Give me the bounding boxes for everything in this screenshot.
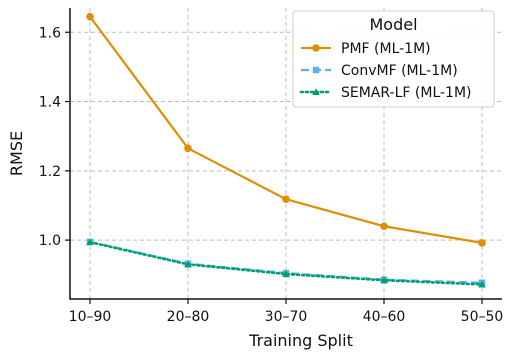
legend-title: Model	[369, 15, 417, 34]
y-tick-label: 1.0	[39, 233, 61, 249]
data-point	[478, 239, 486, 247]
legend: Model PMF (ML-1M) ConvMF (ML-1M) SEMAR-LF …	[292, 10, 495, 108]
x-tick-label: 10–90	[69, 309, 112, 325]
y-tick-label: 1.6	[39, 25, 61, 41]
y-tick-label: 1.4	[39, 95, 61, 111]
x-tick-label: 30–70	[265, 309, 308, 325]
legend-entries: PMF (ML-1M) ConvMF (ML-1M) SEMAR-LF (ML-1M…	[299, 41, 472, 101]
data-point	[380, 276, 388, 284]
legend-label: PMF (ML-1M)	[341, 41, 431, 57]
x-tick-label: 20–80	[167, 309, 210, 325]
y-tick-label: 1.2	[39, 164, 61, 180]
series-0	[86, 12, 486, 247]
x-axis-title: Training Split	[248, 331, 353, 350]
legend-entry: ConvMF (ML-1M)	[301, 63, 458, 79]
series-2	[86, 238, 486, 288]
data-point	[184, 260, 192, 268]
data-point	[86, 12, 94, 21]
data-point	[184, 144, 192, 153]
legend-box	[292, 10, 495, 108]
x-tick-label: 40–60	[363, 309, 406, 325]
legend-entry: SEMAR-LF (ML-1M)	[299, 85, 472, 101]
x-tick-label: 50–50	[461, 309, 504, 325]
data-point	[282, 195, 290, 204]
legend-marker	[312, 88, 320, 96]
legend-entry: PMF (ML-1M)	[301, 41, 431, 57]
series-layer	[86, 12, 486, 288]
data-point	[86, 238, 94, 246]
legend-label: SEMAR-LF (ML-1M)	[341, 85, 472, 101]
ticks-layer: 10–90 20–80 30–70 40–60 50–50 1.0 1.2 1.4 1.6	[39, 25, 504, 325]
data-point	[282, 270, 290, 278]
data-point	[478, 280, 486, 288]
legend-marker	[312, 66, 320, 74]
legend-marker	[312, 44, 320, 52]
legend-label: ConvMF (ML-1M)	[341, 63, 458, 79]
data-point	[380, 222, 388, 231]
y-axis-title: RMSE	[7, 131, 26, 176]
